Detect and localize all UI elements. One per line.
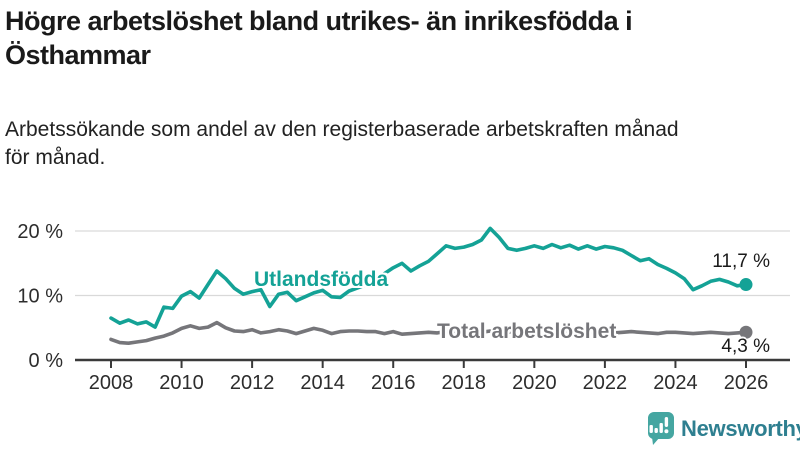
x-tick-label: 2018 <box>442 372 487 394</box>
utlandsfodda-end-dot <box>739 278 753 292</box>
newsworthy-wordmark: Newsworthy <box>681 416 800 441</box>
chart-subtitle-line1: Arbetssökande som andel av den registerb… <box>5 118 679 141</box>
x-tick-label: 2016 <box>371 372 416 394</box>
chart-subtitle-line2: för månad. <box>5 146 106 169</box>
chart-title-line2: Östhammar <box>5 40 151 70</box>
utlandsfodda-line <box>109 226 748 329</box>
end-value-label-utlandsfodda: 11,7 % <box>712 251 770 272</box>
newsworthy-chart-bubble-icon <box>648 412 674 445</box>
end-value-label-total-arbetsloshet: 4,3 % <box>721 336 770 357</box>
newsworthy-logo: Newsworthy <box>643 412 800 446</box>
chart-subtitle: Arbetssökande som andel av den registerb… <box>5 116 785 172</box>
x-tick-label: 2008 <box>89 372 134 394</box>
y-tick-label: 10 % <box>17 286 63 308</box>
series-label-total-arbetsloshet: Total arbetslöshet <box>437 320 617 343</box>
x-tick-label: 2024 <box>653 372 698 394</box>
chart-title: Högre arbetslöshet bland utrikes- än inr… <box>5 4 793 72</box>
total-arbetsloshet-end-dot <box>739 325 753 339</box>
x-tick-label: 2010 <box>159 372 204 394</box>
x-tick-label: 2026 <box>724 372 769 394</box>
x-tick-label: 2020 <box>512 372 557 394</box>
total-arbetsloshet-line <box>109 320 748 346</box>
series-label-utlandsfodda: Utlandsfödda <box>254 268 389 291</box>
y-tick-label: 0 % <box>29 350 64 372</box>
x-tick-label: 2012 <box>230 372 275 394</box>
chart-title-line1: Högre arbetslöshet bland utrikes- än inr… <box>5 6 633 36</box>
y-tick-label: 20 % <box>17 221 63 243</box>
x-tick-label: 2022 <box>583 372 628 394</box>
x-tick-label: 2014 <box>300 372 345 394</box>
